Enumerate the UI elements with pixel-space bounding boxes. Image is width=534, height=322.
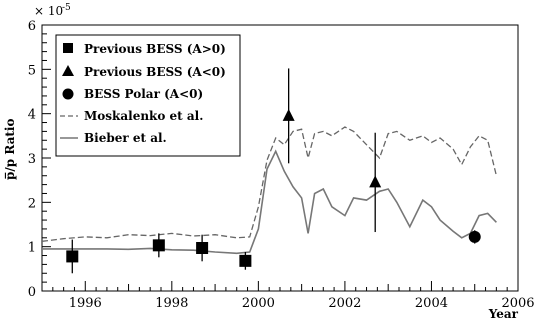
legend-entry-bess-polar: BESS Polar (A<0) [84, 87, 203, 101]
y-exponent-label: × 10 [34, 4, 63, 18]
y-axis-label: p̅/p Ratio [3, 119, 17, 180]
legend-marker-triangle [62, 65, 74, 76]
legend-marker-circle [62, 88, 74, 100]
x-tick-label: 2006 [501, 296, 534, 311]
data-point-triangle [369, 175, 382, 188]
legend-entry-bess-a-gt-0: Previous BESS (A>0) [84, 42, 226, 56]
axis-ticks: 0 1 2 3 4 5 6 1996 1998 2000 2002 2004 2006 [28, 19, 534, 311]
x-axis-label: Year [488, 307, 519, 321]
legend-entry-moskalenko: Moskalenko et al. [84, 109, 203, 123]
y-tick-label: 3 [28, 152, 36, 167]
y-tick-label: 0 [28, 285, 36, 300]
series [41, 68, 498, 274]
y-tick-label: 6 [28, 19, 36, 34]
data-point-circle [468, 230, 481, 243]
x-tick-label: 1998 [155, 296, 188, 311]
legend-box [55, 34, 241, 157]
series-line-4 [42, 149, 497, 255]
x-tick-label: 2002 [328, 296, 361, 311]
legend: Previous BESS (A>0) Previous BESS (A<0) … [55, 34, 241, 157]
series-line-3 [41, 126, 498, 242]
legend-marker-square [63, 43, 73, 53]
x-tick-label: 1996 [69, 296, 102, 311]
data-point-square [152, 239, 165, 252]
y-tick-label: 4 [28, 108, 36, 123]
y-tick-label: 5 [28, 63, 36, 78]
y-tick-label: 1 [28, 241, 36, 256]
data-point-square [66, 250, 79, 263]
y-tick-label: 2 [28, 196, 36, 211]
data-point-triangle [282, 108, 295, 121]
data-point-square [239, 254, 252, 267]
y-exponent-power: -5 [62, 3, 71, 13]
data-point-square [196, 241, 209, 254]
x-tick-label: 2004 [415, 296, 448, 311]
legend-entry-bess-a-lt-0: Previous BESS (A<0) [84, 65, 226, 79]
x-tick-label: 2000 [242, 296, 275, 311]
legend-entry-bieber: Bieber et al. [84, 131, 167, 145]
